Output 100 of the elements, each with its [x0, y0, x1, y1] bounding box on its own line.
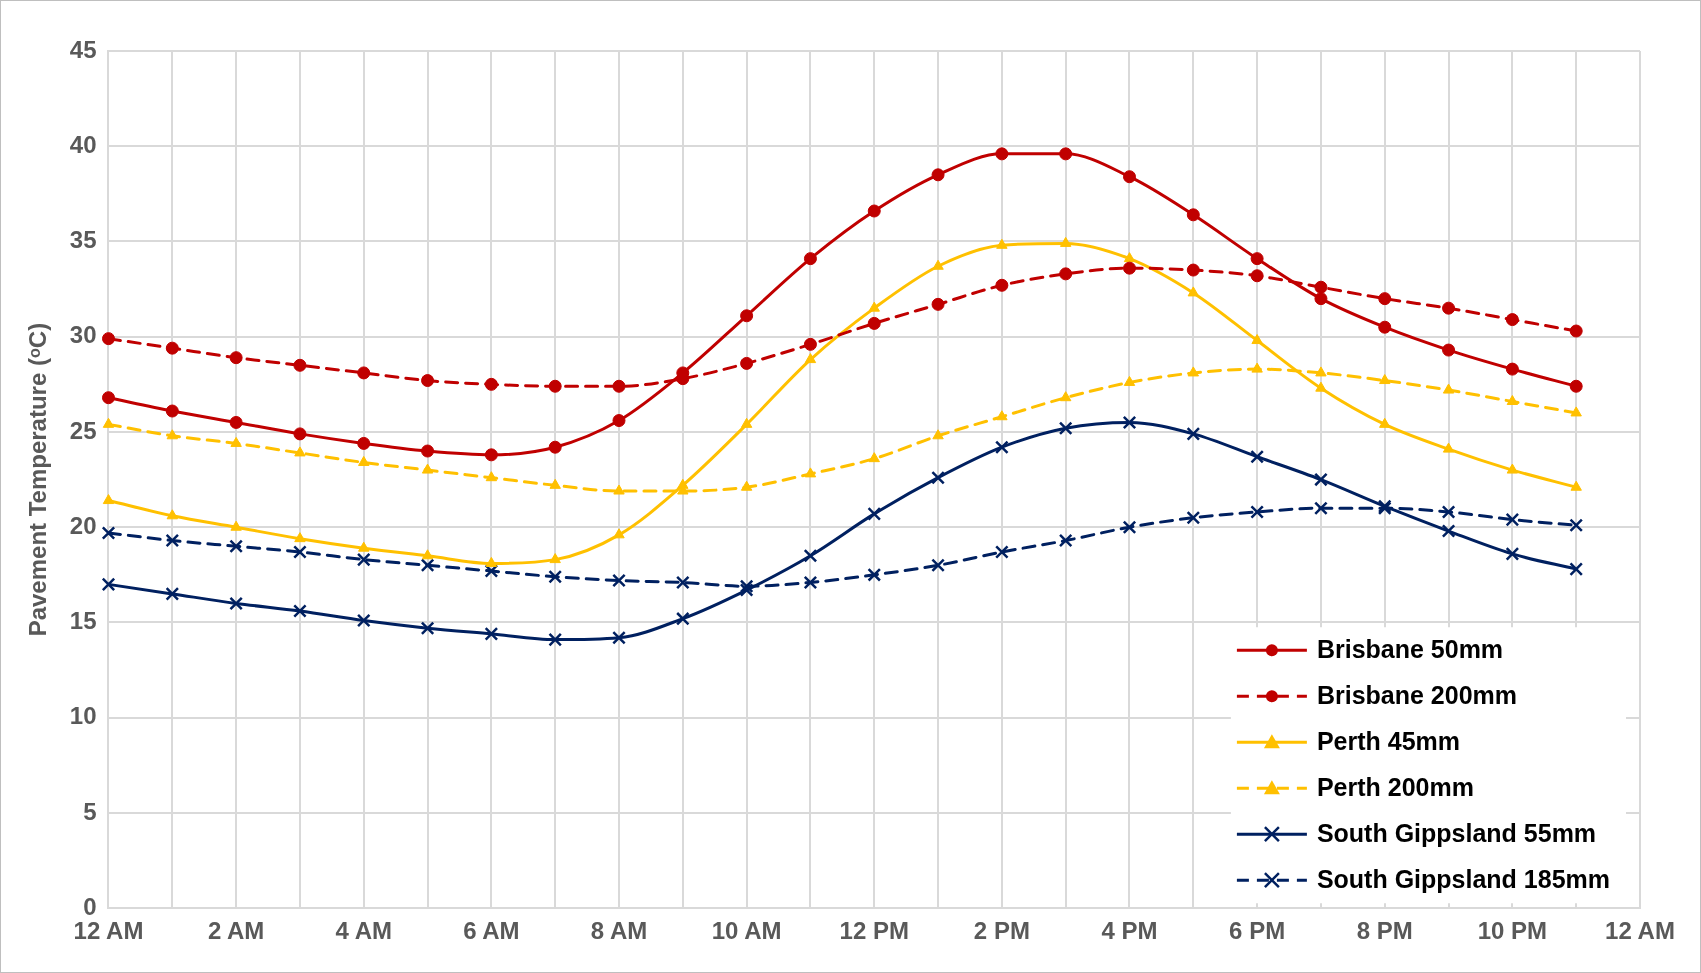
point	[229, 539, 244, 554]
y-tick-label: 5	[83, 797, 97, 825]
point	[1123, 252, 1136, 263]
legend-label: Brisbane 50mm	[1316, 635, 1504, 664]
point	[293, 604, 307, 618]
point	[229, 596, 244, 611]
point	[613, 484, 625, 495]
point	[867, 204, 881, 218]
point	[357, 366, 371, 380]
point	[1442, 301, 1456, 315]
point	[612, 573, 626, 588]
point	[1058, 421, 1073, 436]
point	[1314, 280, 1328, 294]
point	[1122, 415, 1137, 430]
y-axis-title: Pavement Temperature (ᵒC)	[24, 322, 52, 637]
point	[932, 429, 944, 440]
point	[358, 455, 370, 466]
point	[294, 532, 306, 543]
point	[803, 337, 817, 351]
point	[1123, 170, 1136, 184]
point	[740, 356, 754, 370]
point	[1505, 362, 1519, 376]
x-tick-label: 4 PM	[1101, 917, 1158, 945]
point	[932, 259, 944, 270]
point	[740, 309, 754, 323]
point	[612, 414, 626, 428]
point	[102, 417, 115, 428]
point	[1059, 236, 1072, 247]
point	[1570, 480, 1582, 491]
point	[1569, 518, 1584, 533]
point	[931, 558, 945, 573]
point	[1250, 269, 1264, 283]
point	[1122, 520, 1137, 535]
point	[867, 506, 882, 521]
point	[358, 541, 370, 552]
y-tick-label: 40	[69, 130, 97, 158]
point	[804, 467, 817, 478]
point	[420, 621, 435, 636]
point	[485, 556, 498, 567]
point	[1505, 313, 1519, 327]
point	[166, 429, 178, 440]
point	[803, 252, 817, 266]
point	[548, 569, 563, 584]
point	[1250, 449, 1265, 464]
legend-label: Perth 45mm	[1316, 727, 1461, 756]
point	[675, 611, 690, 626]
point	[1186, 263, 1200, 277]
point	[995, 147, 1009, 161]
point	[994, 440, 1009, 455]
x-tick-label: 8 PM	[1356, 917, 1413, 945]
point	[1059, 391, 1072, 402]
point	[1506, 395, 1519, 405]
point	[165, 586, 180, 601]
point	[1187, 286, 1200, 297]
point	[293, 427, 307, 441]
point	[1123, 375, 1136, 386]
point	[1569, 562, 1584, 577]
point	[1505, 546, 1520, 561]
legend-label: South Gippsland 185mm	[1316, 865, 1611, 894]
point	[1442, 383, 1455, 394]
point	[484, 448, 498, 462]
point	[1442, 442, 1455, 453]
point	[739, 583, 754, 597]
point	[1186, 510, 1201, 525]
point	[1250, 252, 1264, 266]
point	[230, 436, 242, 447]
point	[1378, 320, 1392, 334]
point	[868, 301, 880, 312]
x-tick-label: 2 AM	[207, 917, 265, 945]
point	[868, 452, 880, 463]
y-tick-label: 45	[69, 35, 97, 63]
point	[548, 440, 562, 454]
point	[613, 528, 625, 539]
point	[293, 545, 307, 559]
legend-label: Brisbane 200mm	[1316, 681, 1518, 710]
point	[101, 526, 116, 540]
point	[1123, 261, 1136, 275]
point	[1059, 147, 1073, 161]
point	[1379, 374, 1391, 385]
point	[1187, 366, 1200, 377]
point	[230, 520, 242, 531]
point	[612, 630, 626, 645]
point	[549, 478, 561, 489]
x-tick-label: 10 PM	[1477, 917, 1548, 945]
x-tick-label: 6 PM	[1229, 917, 1286, 945]
point	[166, 509, 178, 520]
point	[994, 545, 1009, 559]
point	[294, 446, 306, 457]
point	[1441, 505, 1456, 519]
point	[1315, 366, 1327, 377]
point	[229, 351, 243, 365]
point	[996, 238, 1008, 249]
point	[996, 410, 1008, 421]
point	[1314, 501, 1328, 516]
point	[421, 463, 434, 474]
x-tick-label: 4 AM	[335, 917, 392, 945]
point	[803, 548, 818, 563]
point	[421, 374, 435, 388]
point	[548, 632, 563, 647]
y-tick-label: 20	[69, 511, 97, 539]
